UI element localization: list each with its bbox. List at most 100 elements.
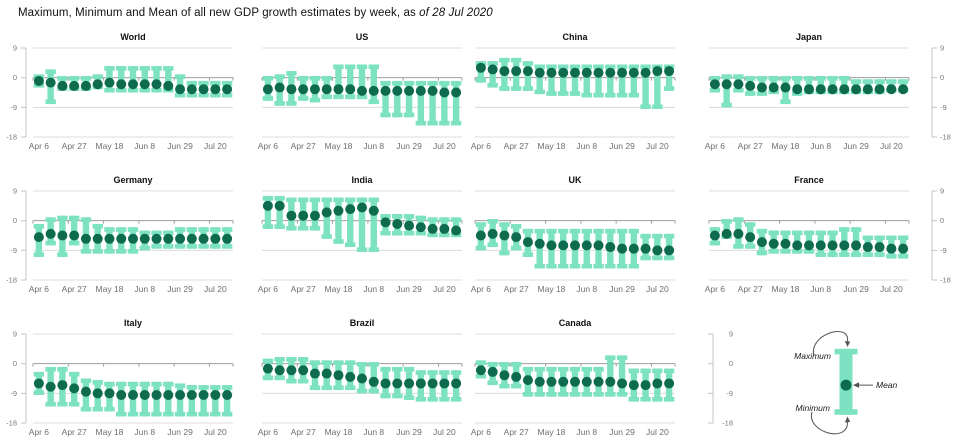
chart-canada: Canada Apr 6 Apr 27 May 18 Jun 8 Jun 29 Jul 20 xyxy=(471,318,676,440)
x-axis-label: Apr 6 xyxy=(257,141,279,151)
legend-label-mean: Mean xyxy=(876,380,898,390)
mean-dots xyxy=(33,228,233,244)
x-axis-label: Jul 20 xyxy=(433,427,456,437)
x-axis-label: Apr 27 xyxy=(61,427,87,437)
chart-world: World Apr 6 Apr 27 May 18 Jun 8 Jun 29 Jul 20 xyxy=(29,32,234,154)
x-axis-label: Jul 20 xyxy=(433,141,456,151)
chart-plot xyxy=(261,333,463,424)
svg-text:-9: -9 xyxy=(940,103,947,112)
x-axis-label: Jul 20 xyxy=(433,284,456,294)
svg-text:-18: -18 xyxy=(6,133,17,142)
svg-text:-18: -18 xyxy=(940,276,951,285)
mean-dots xyxy=(709,79,909,95)
page-title: Maximum, Minimum and Mean of all new GDP… xyxy=(18,7,493,19)
legend-label-maximum: Maximum xyxy=(794,351,831,361)
x-axis-label: May 18 xyxy=(324,141,353,151)
x-axis-label: Jun 8 xyxy=(134,284,156,294)
x-axis-label: Apr 6 xyxy=(257,427,279,437)
x-axis-label: May 18 xyxy=(95,284,124,294)
x-axis-label: May 18 xyxy=(771,141,800,151)
x-axis-label: Apr 27 xyxy=(737,141,763,151)
mean-dots xyxy=(475,62,675,78)
chart-title: Germany xyxy=(113,175,153,185)
mean-dots xyxy=(262,363,462,389)
svg-text:9: 9 xyxy=(729,330,733,339)
chart-title: Japan xyxy=(795,32,822,42)
x-axis-label: Jun 8 xyxy=(576,141,598,151)
chart-title: Italy xyxy=(123,318,142,328)
y-axis-scale: 9 0 -9 -18 xyxy=(6,44,27,142)
chart-brazil: Brazil Apr 6 Apr 27 May 18 Jun 8 Jun 29 Jul 20 xyxy=(258,318,463,440)
x-axis: Apr 6 Apr 27 May 18 Jun 8 Jun 29 Jul 20 xyxy=(705,284,909,296)
chart-china: China Apr 6 Apr 27 May 18 Jun 8 Jun 29 Jul 20 xyxy=(471,32,676,154)
x-axis-label: Jul 20 xyxy=(880,141,903,151)
chart-plot xyxy=(261,190,463,281)
page-title-text: Maximum, Minimum and Mean of all new GDP… xyxy=(18,7,416,19)
chart-plot xyxy=(474,333,676,424)
svg-text:-18: -18 xyxy=(722,419,733,428)
svg-text:0: 0 xyxy=(940,73,944,82)
x-axis-label: Apr 27 xyxy=(290,427,316,437)
chart-japan: Japan Apr 6 Apr 27 May 18 Jun 8 Jun 29 Jul 20 xyxy=(705,32,910,154)
x-axis-label: Jun 29 xyxy=(396,284,422,294)
x-axis-label: Apr 6 xyxy=(28,141,50,151)
x-axis-label: Jun 29 xyxy=(843,141,869,151)
chart-plot xyxy=(708,47,910,138)
chart-us: US Apr 6 Apr 27 May 18 Jun 8 Jun 29 Jul 20 xyxy=(258,32,463,154)
x-axis-label: Apr 6 xyxy=(257,284,279,294)
x-axis-label: Jul 20 xyxy=(646,141,669,151)
chart-title: France xyxy=(794,175,824,185)
mean-dots xyxy=(33,378,233,400)
x-axis-label: Jun 8 xyxy=(576,427,598,437)
x-axis-label: Jun 8 xyxy=(134,427,156,437)
x-axis-label: Apr 6 xyxy=(470,427,492,437)
x-axis-label: Jun 29 xyxy=(609,427,635,437)
svg-text:9: 9 xyxy=(940,44,944,53)
svg-text:9: 9 xyxy=(13,330,17,339)
x-axis-label: May 18 xyxy=(537,427,566,437)
x-axis-label: Jun 29 xyxy=(167,427,193,437)
x-axis-label: Jul 20 xyxy=(880,284,903,294)
x-axis-label: Apr 27 xyxy=(61,141,87,151)
x-axis-label: Apr 27 xyxy=(290,284,316,294)
x-axis: Apr 6 Apr 27 May 18 Jun 8 Jun 29 Jul 20 xyxy=(258,427,462,439)
chart-plot xyxy=(708,190,910,281)
x-axis: Apr 6 Apr 27 May 18 Jun 8 Jun 29 Jul 20 xyxy=(29,284,233,296)
chart-india: India Apr 6 Apr 27 May 18 Jun 8 Jun 29 Jul 20 xyxy=(258,175,463,297)
x-axis-label: May 18 xyxy=(537,141,566,151)
mean-dots xyxy=(709,228,909,254)
svg-text:-9: -9 xyxy=(726,389,733,398)
chart-plot xyxy=(261,47,463,138)
svg-text:-18: -18 xyxy=(6,419,17,428)
svg-text:-18: -18 xyxy=(6,276,17,285)
chart-title: India xyxy=(351,175,373,185)
chart-title: Canada xyxy=(558,318,592,328)
x-axis-label: Jun 29 xyxy=(396,141,422,151)
x-axis-label: Apr 27 xyxy=(61,284,87,294)
mean-dots xyxy=(262,200,462,236)
x-axis-label: Jun 8 xyxy=(810,284,832,294)
svg-text:-9: -9 xyxy=(10,389,17,398)
x-axis-label: May 18 xyxy=(324,427,353,437)
mean-dots xyxy=(262,82,462,98)
x-axis-label: Apr 6 xyxy=(470,284,492,294)
chart-italy: Italy Apr 6 Apr 27 May 18 Jun 8 Jun 29 Jul 20 xyxy=(29,318,234,440)
x-axis-label: May 18 xyxy=(324,284,353,294)
x-axis-label: May 18 xyxy=(95,427,124,437)
x-axis-label: Apr 27 xyxy=(503,284,529,294)
y-axis-scale: 9 0 -9 -18 xyxy=(6,187,27,285)
mean-dots xyxy=(475,365,675,391)
svg-text:0: 0 xyxy=(729,359,733,368)
y-axis-scale: 9 0 -9 -18 xyxy=(931,187,951,285)
svg-text:9: 9 xyxy=(13,187,17,196)
legend-label-minimum: Minimum xyxy=(796,403,830,413)
svg-text:-9: -9 xyxy=(10,103,17,112)
chart-title: China xyxy=(562,32,588,42)
chart-france: France Apr 6 Apr 27 May 18 Jun 8 Jun 29 Jul 20 xyxy=(705,175,910,297)
svg-text:0: 0 xyxy=(13,359,17,368)
mean-dots xyxy=(33,75,233,95)
x-axis: Apr 6 Apr 27 May 18 Jun 8 Jun 29 Jul 20 xyxy=(29,427,233,439)
x-axis: Apr 6 Apr 27 May 18 Jun 8 Jun 29 Jul 20 xyxy=(471,141,675,153)
x-axis-label: Jun 8 xyxy=(363,284,385,294)
